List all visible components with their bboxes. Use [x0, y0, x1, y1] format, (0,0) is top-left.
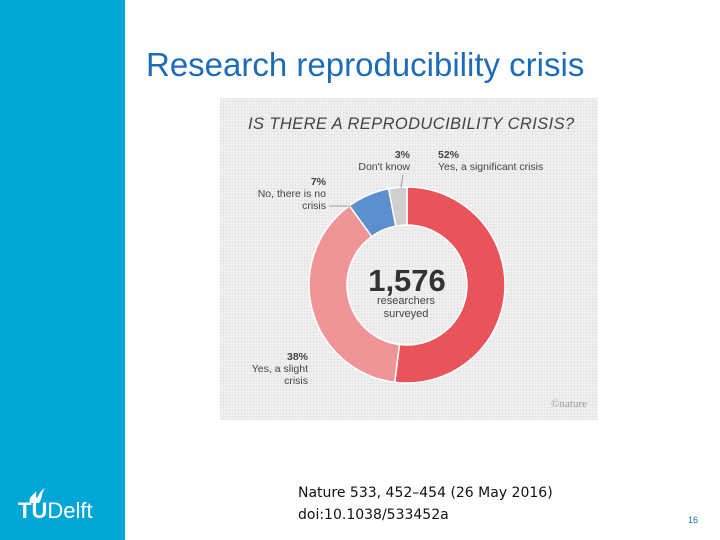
- donut-chart-image: IS THERE A REPRODUCIBILITY CRISIS? 1,576…: [220, 98, 598, 420]
- citation: Nature 533, 452–454 (26 May 2016) doi:10…: [298, 482, 553, 526]
- leader-line: [400, 174, 404, 189]
- citation-line-1: Nature 533, 452–454 (26 May 2016): [298, 485, 553, 501]
- donut-slice-52pct: [393, 186, 506, 384]
- donut-slice-38pct: [308, 204, 401, 384]
- center-line1: researchers: [377, 295, 436, 307]
- sidebar: TUDelft: [0, 0, 125, 540]
- flame-icon: [29, 488, 45, 503]
- donut-slice-3pct: [387, 186, 408, 227]
- donut-chart: IS THERE A REPRODUCIBILITY CRISIS? 1,576…: [248, 115, 587, 410]
- chart-title: IS THERE A REPRODUCIBILITY CRISIS?: [248, 115, 575, 133]
- slice-label-7pct: 7% No, there is no crisis: [258, 176, 327, 212]
- slice-label-38pct: 38% Yes, a slight crisis: [252, 351, 309, 387]
- tu-delft-logo: TUDelft: [14, 486, 114, 526]
- center-number: 1,576: [368, 263, 446, 298]
- page-number: 16: [688, 515, 699, 525]
- citation-line-2: doi:10.1038/533452a: [298, 507, 449, 523]
- logo-tu-text: TU: [18, 498, 48, 523]
- center-line2: surveyed: [384, 308, 429, 320]
- nature-credit: ©nature: [551, 398, 587, 410]
- slide-title: Research reproducibility crisis: [146, 46, 585, 83]
- slice-label-52pct: 52% Yes, a significant crisis: [438, 149, 543, 173]
- slice-label-3pct: 3% Don't know: [358, 149, 410, 173]
- logo-delft-text: Delft: [47, 498, 93, 523]
